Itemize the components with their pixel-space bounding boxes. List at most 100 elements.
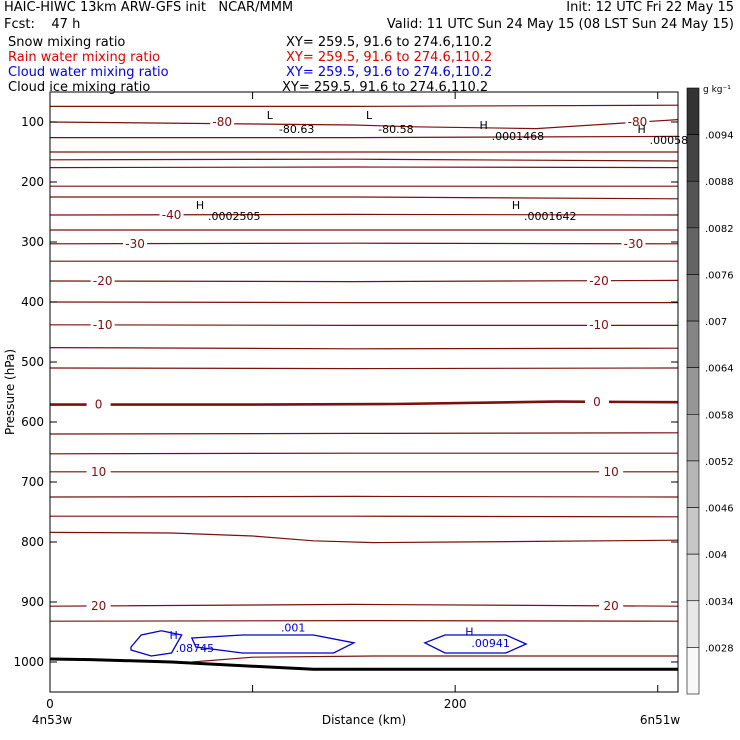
temperature-contour-line	[50, 135, 679, 139]
temperature-contour-line	[49, 603, 679, 607]
contour-label: 20	[604, 599, 619, 613]
temperature-contour-line	[49, 347, 679, 350]
y-tick-label: 1000	[13, 655, 44, 669]
extremum-annotation: H	[512, 199, 520, 212]
contour-label: -80	[628, 115, 648, 129]
y-tick-label: 700	[21, 475, 44, 489]
colorbar-tick-label: .0088	[705, 177, 734, 188]
contour-label: -20	[93, 274, 113, 288]
colorbar-cell	[686, 647, 700, 695]
cloud-water-contour	[190, 634, 356, 654]
temperature-contour-line	[49, 531, 679, 544]
y-tick-label: 900	[21, 595, 44, 609]
field-xy-snow: XY= 259.5, 91.6 to 274.6,110.2	[286, 35, 493, 50]
extremum-annotation: .0001642	[524, 210, 577, 223]
contour-label-background	[159, 208, 184, 221]
temperature-contour-line	[50, 515, 679, 518]
colorbar-cell	[686, 274, 700, 322]
x-start-location: 4n53w	[32, 713, 73, 727]
colorbar-cell	[686, 460, 700, 508]
cloud-water-contour	[423, 634, 528, 654]
extremum-annotation: .0001468	[492, 130, 545, 143]
field-label-rain: Rain water mixing ratio	[8, 50, 161, 65]
temperature-contour-line	[49, 301, 678, 304]
temperature-contour-line	[49, 367, 679, 370]
extremum-annotation: H	[637, 123, 645, 136]
terrain-line	[49, 657, 678, 671]
colorbar-tick-label: .0082	[705, 224, 734, 235]
contour-label: -20	[589, 274, 609, 288]
contour-label: -30	[125, 237, 145, 251]
extremum-annotation: -80.63	[279, 123, 314, 136]
colorbar-cell	[686, 553, 700, 602]
contour-label-background	[86, 464, 111, 478]
valid-time: Valid: 11 UTC Sun 24 May 15 (08 LST Sun …	[386, 17, 734, 32]
field-xy-cloud-ice: XY= 259.5, 91.6 to 274.6,110.2	[282, 80, 489, 95]
extremum-annotation: L	[366, 109, 373, 122]
contour-label: -10	[93, 318, 113, 332]
contour-label: 0	[95, 398, 103, 412]
x-tick-label: 200	[444, 697, 467, 711]
colorbar-tick-label: .0052	[705, 457, 734, 468]
colorbar-tick-label: .004	[705, 550, 727, 561]
field-xy-rain: XY= 259.5, 91.6 to 274.6,110.2	[286, 50, 493, 65]
contour-label-background	[599, 464, 624, 478]
forecast-hour: Fcst: 47 h	[4, 17, 81, 32]
colorbar-tick-label: .0064	[705, 364, 734, 375]
colorbar-cell	[686, 320, 700, 368]
header-title: HAIC-HIWC 13km ARW-GFS init NCAR/MMM	[4, 0, 294, 15]
y-tick-label: 800	[21, 535, 44, 549]
contour-label: 10	[604, 465, 619, 479]
temperature-contour-line	[50, 104, 679, 107]
contour-label-background	[86, 397, 111, 411]
colorbar-tick-label: .0094	[705, 131, 734, 142]
extremum-annotation: .001	[281, 621, 306, 634]
temperature-contour-line	[50, 196, 679, 200]
init-time: Init: 12 UTC Fri 22 May 15	[566, 0, 734, 15]
x-tick-label: 0	[46, 697, 54, 711]
cloud-water-contour	[130, 630, 183, 657]
contour-label-background	[86, 599, 111, 613]
temperature-contour-line	[49, 158, 679, 162]
contour-label-background	[621, 236, 646, 250]
temperature-contour-line	[50, 400, 679, 406]
y-tick-label: 200	[21, 175, 44, 189]
y-tick-label: 400	[21, 295, 44, 309]
extremum-annotation: H	[479, 119, 487, 132]
y-tick-label: 600	[21, 415, 44, 429]
contour-label: 0	[593, 395, 601, 409]
contour-label-background	[584, 395, 609, 409]
plot-frame	[49, 91, 679, 693]
colorbar-tick-label: .0034	[705, 597, 734, 608]
colorbar-cell	[686, 600, 700, 648]
field-label-snow: Snow mixing ratio	[8, 35, 126, 50]
temperature-contour-line	[49, 324, 678, 326]
y-tick-label: 100	[21, 115, 44, 129]
temperature-contour-line	[49, 279, 679, 283]
field-xy-cloud-water: XY= 259.5, 91.6 to 274.6,110.2	[286, 65, 493, 80]
field-label-cloud-water: Cloud water mixing ratio	[8, 65, 169, 80]
colorbar-cell	[686, 87, 700, 135]
extremum-annotation: .00941	[471, 637, 510, 650]
extremum-annotation: L	[267, 109, 274, 122]
contour-label-background	[90, 274, 115, 287]
contour-label-background	[210, 115, 235, 128]
temperature-contour-line	[49, 495, 679, 498]
x-end-location: 6n51w	[640, 713, 681, 727]
colorbar-cell	[686, 367, 700, 415]
temperature-contour-line	[49, 452, 678, 455]
y-tick-label: 500	[21, 355, 44, 369]
temperature-contour-line	[49, 432, 679, 435]
extremum-annotation: -80.58	[378, 123, 413, 136]
x-axis-label: Distance (km)	[322, 713, 406, 727]
contour-label: -10	[589, 318, 609, 332]
contour-label: -30	[624, 237, 644, 251]
colorbar-cell	[686, 134, 700, 182]
colorbar-cell	[686, 507, 700, 555]
extremum-annotation: H	[170, 629, 178, 642]
colorbar-unit: g kg⁻¹	[703, 85, 731, 95]
colorbar-tick-label: .0046	[705, 504, 734, 515]
field-label-cloud-ice: Cloud ice mixing ratio	[8, 80, 151, 95]
extremum-annotation: H	[465, 626, 473, 639]
